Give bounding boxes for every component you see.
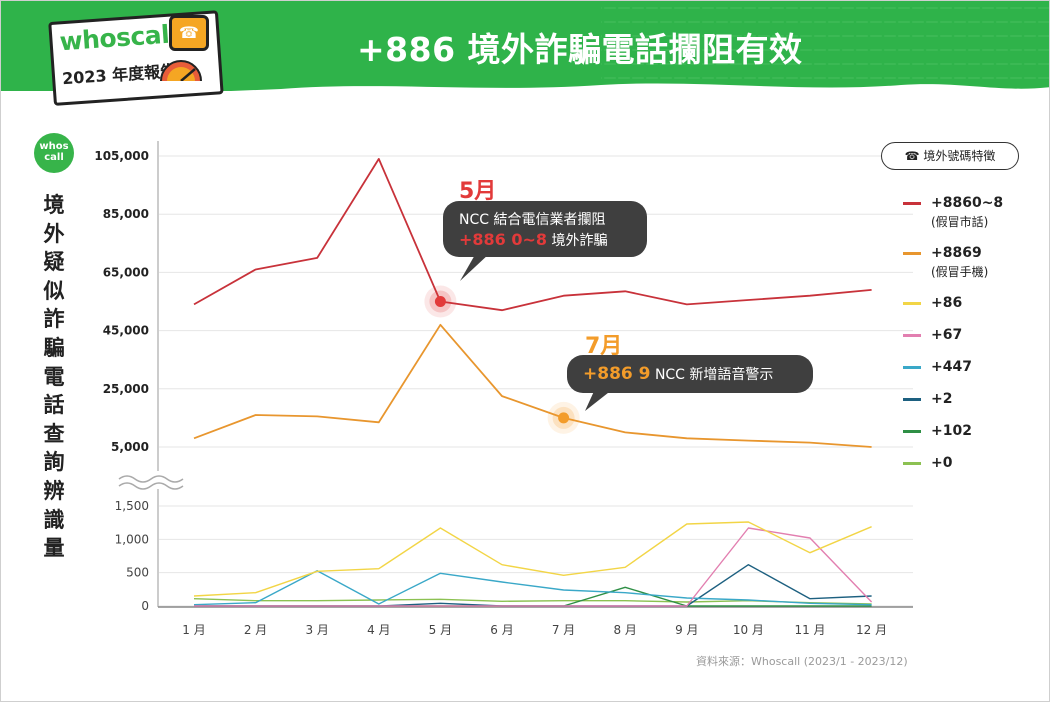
x-tick-label: 6 月 [490, 623, 513, 637]
legend-swatch [903, 252, 921, 255]
phone-icon: ☎ [169, 15, 209, 51]
y-tick-lower: 1,000 [115, 532, 149, 546]
x-tick-label: 4 月 [367, 623, 390, 637]
page-title: +886 境外詐騙電話攔阻有效 [357, 30, 803, 69]
legend-swatch [903, 334, 921, 337]
gauge-icon [160, 60, 202, 81]
x-tick-label: 3 月 [305, 623, 328, 637]
callout-may-pointer [460, 253, 490, 281]
callout-july-highlight: +886 9 [583, 364, 651, 384]
legend-label: +447 [931, 359, 972, 375]
y-tick-upper: 85,000 [103, 207, 149, 221]
legend-swatch [903, 366, 921, 369]
legend-sublabel: (假冒市話) [931, 215, 989, 229]
y-tick-upper: 25,000 [103, 382, 149, 396]
legend-swatch [903, 302, 921, 305]
callout-july: +886 9 NCC 新增語音警示 [567, 355, 813, 393]
side-logo-text: whos call [39, 141, 69, 163]
legend-swatch [903, 202, 921, 205]
callout-may-highlight: +886 0~8 [459, 230, 548, 249]
series-line--8860-8 [193, 157, 872, 312]
callout-month-may-text: 5月 [459, 179, 497, 204]
highlight-point [558, 412, 570, 424]
legend-swatch [903, 462, 921, 465]
callout-month-july-text: 7月 [585, 334, 623, 359]
callout-july-pointer [585, 389, 613, 411]
y-tick-lower: 1,500 [115, 499, 149, 513]
callout-may-line2: 境外詐騙 [551, 233, 608, 249]
series-line--447 [193, 570, 872, 606]
callout-may: NCC 結合電信業者攔阻 +886 0~8 境外詐騙 [443, 201, 647, 257]
series-line--8869 [193, 323, 872, 448]
callout-may-line1: NCC 結合電信業者攔阻 [459, 212, 606, 228]
x-tick-label: 12 月 [856, 623, 887, 637]
x-tick-label: 8 月 [613, 623, 636, 637]
y-tick-lower: 500 [126, 566, 149, 580]
y-tick-upper: 5,000 [111, 440, 149, 454]
legend-label: +0 [931, 455, 953, 471]
legend-label: +86 [931, 295, 963, 311]
y-axis-label: 境外疑似詐騙電話查詢辨識量 [43, 193, 65, 561]
x-tick-label: 2 月 [244, 623, 267, 637]
legend-swatch [903, 398, 921, 401]
highlight-point [434, 296, 446, 307]
x-tick-label: 1 月 [182, 623, 205, 637]
legend-label: +8869 [931, 245, 982, 261]
y-tick-upper: 65,000 [103, 265, 149, 279]
x-tick-label: 5 月 [429, 623, 452, 637]
y-tick-lower: 0 [141, 599, 149, 613]
legend-swatch [903, 430, 921, 433]
legend-title-text: 境外號碼特徵 [923, 149, 996, 163]
axis-break-line-2 [118, 482, 184, 490]
legend-label: +8860~8 [931, 195, 1004, 211]
series-line--102 [194, 586, 872, 607]
y-tick-upper: 45,000 [103, 324, 149, 338]
data-source: 資料來源：Whoscall (2023/1 - 2023/12) [696, 655, 908, 668]
legend-sublabel: (假冒手機) [931, 265, 989, 279]
legend-title: ☎ 境外號碼特徵 [881, 142, 1019, 170]
callout-month-july: 7月 [585, 328, 622, 360]
whoscall-side-logo: whos call [34, 133, 74, 173]
callout-month-may: 5月 [459, 173, 496, 205]
legend-label: +67 [931, 327, 963, 343]
x-tick-label: 7 月 [552, 623, 575, 637]
callout-july-text: NCC 新增語音警示 [654, 367, 774, 383]
series-line--67 [194, 527, 873, 607]
axis-break-line-1 [118, 475, 184, 483]
y-tick-upper: 105,000 [94, 149, 149, 163]
legend-label: +2 [931, 391, 953, 407]
x-tick-label: 11 月 [794, 623, 825, 637]
series-line--86 [193, 521, 872, 597]
x-tick-label: 9 月 [675, 623, 698, 637]
header-band [1, 1, 1049, 91]
legend-label: +102 [931, 423, 972, 439]
x-tick-label: 10 月 [733, 623, 764, 637]
